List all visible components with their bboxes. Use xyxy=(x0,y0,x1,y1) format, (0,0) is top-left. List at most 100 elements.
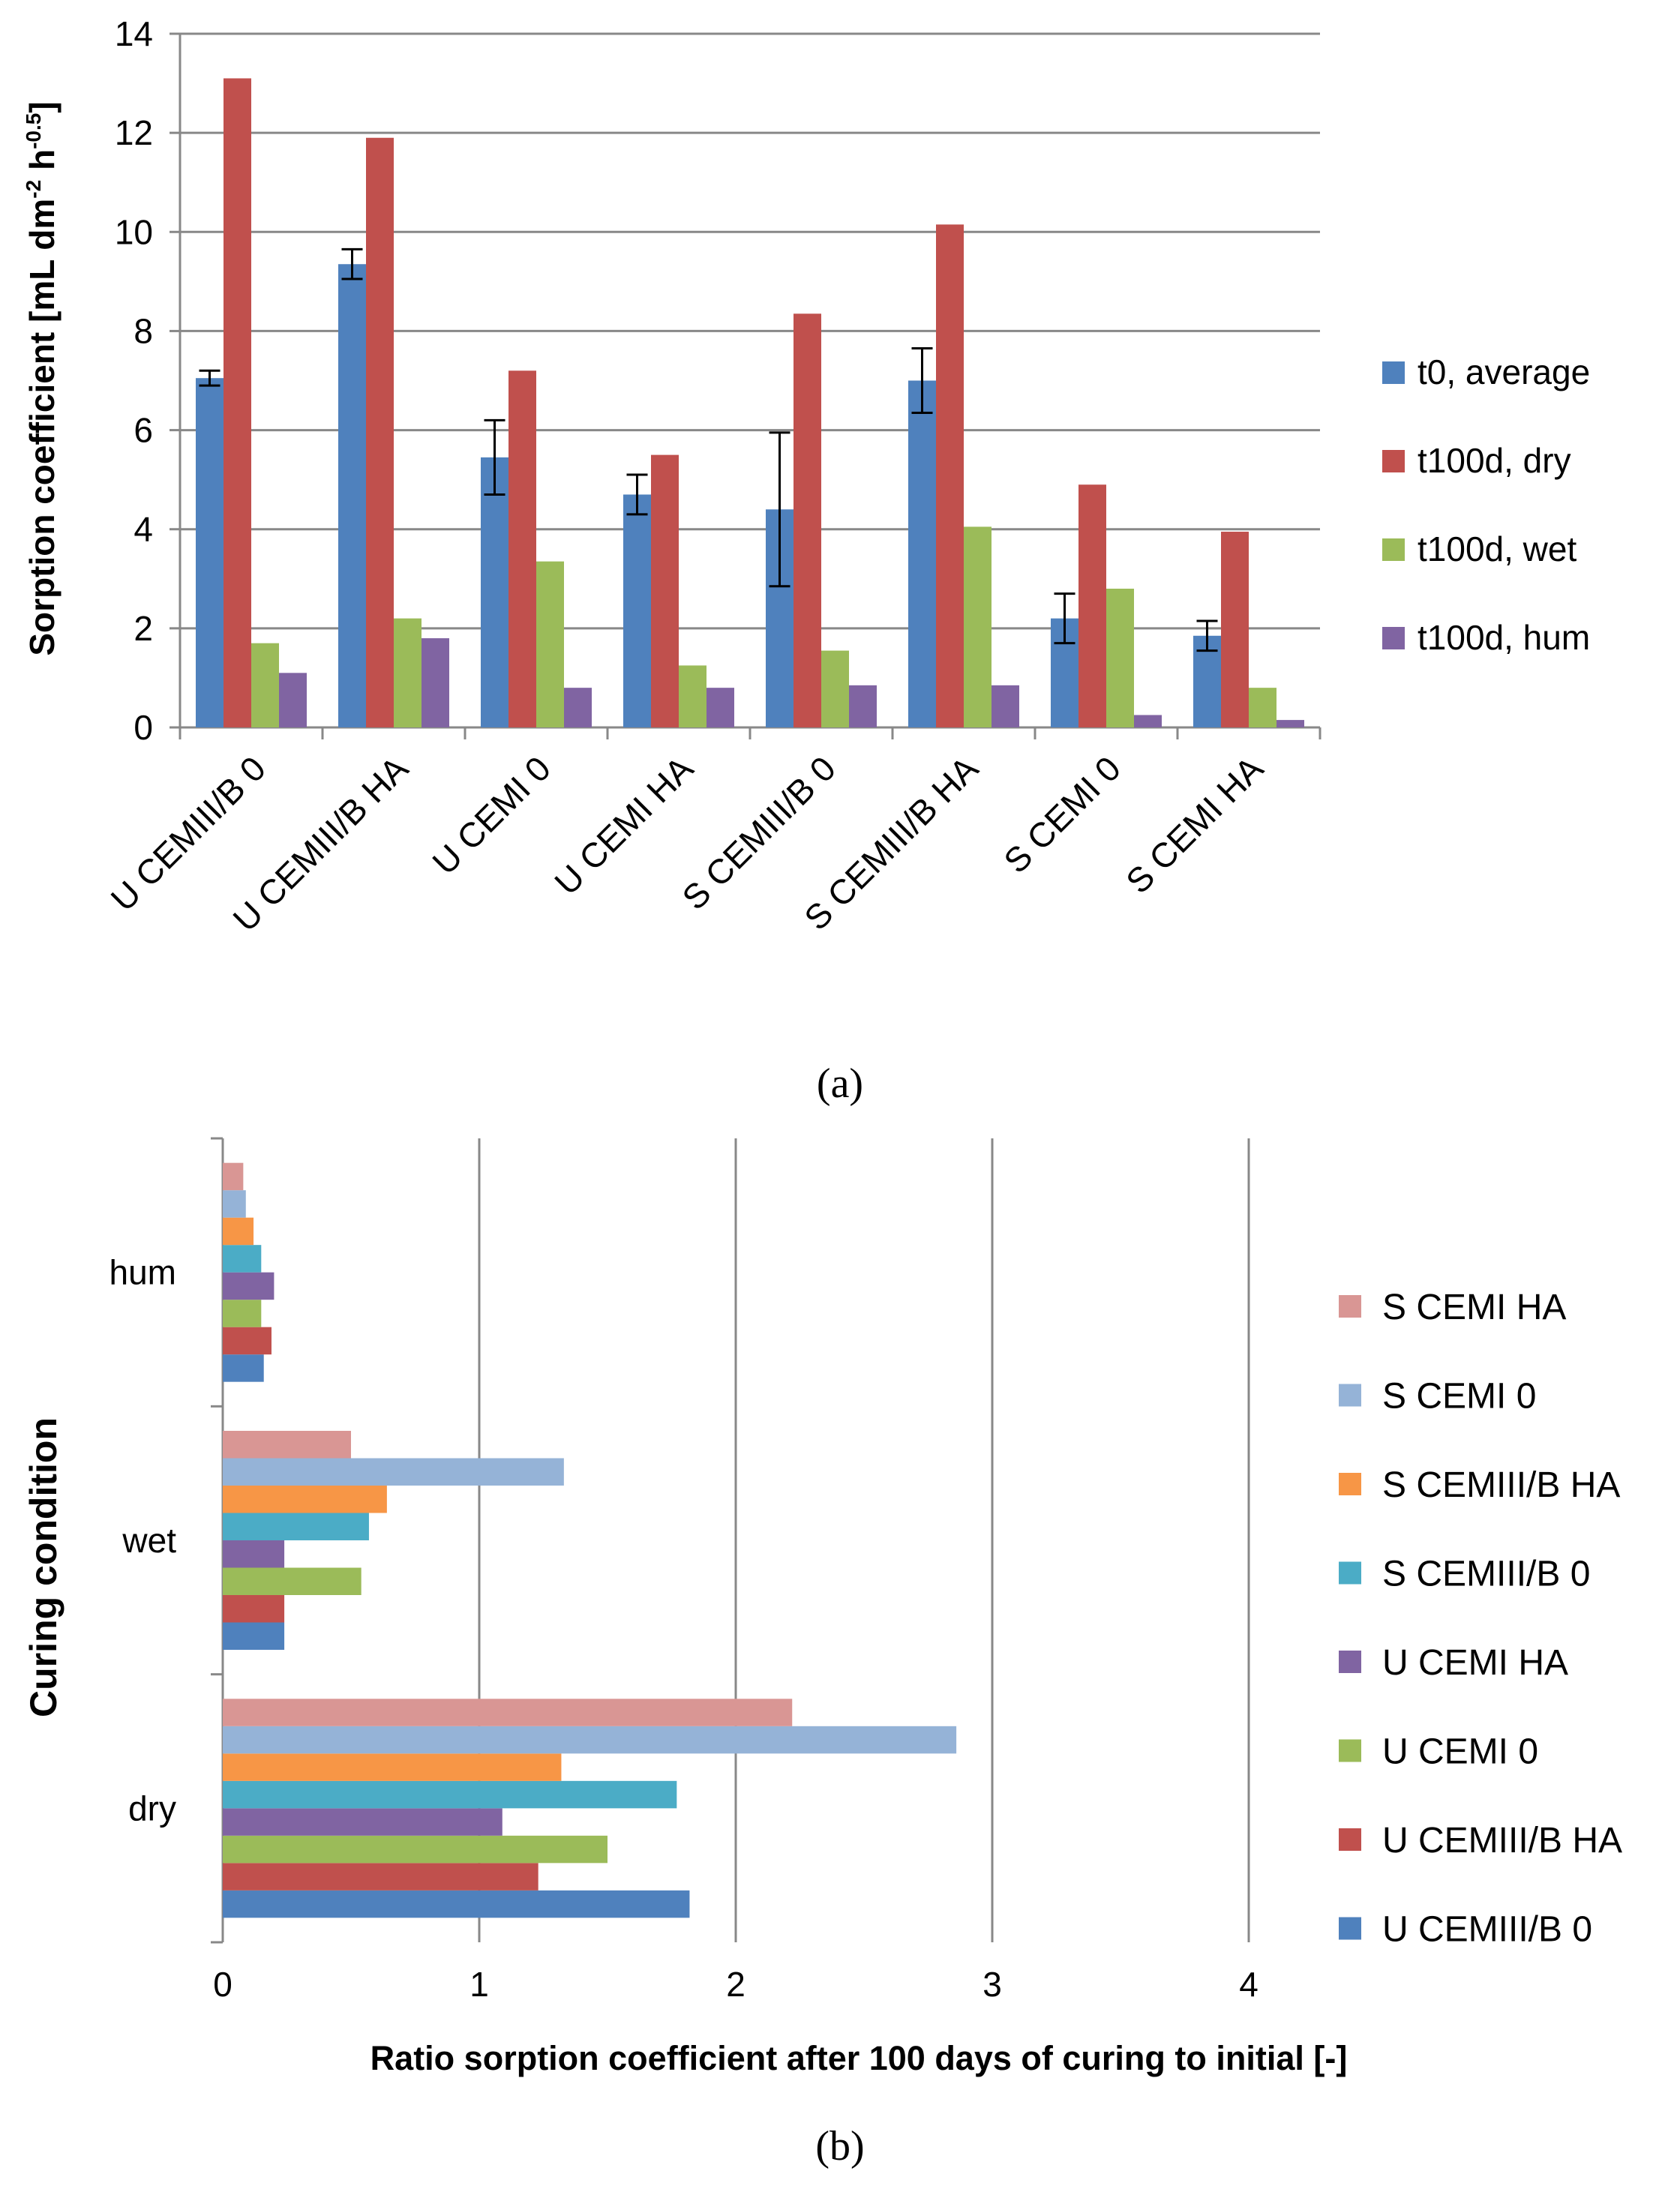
bar-dry-u-cemi-ha xyxy=(223,1808,502,1836)
bar-hum-s-cemi-0 xyxy=(223,1190,246,1218)
chart-b-x-tick-labels: 0 1 2 3 4 xyxy=(213,1965,1258,2004)
legend-swatch-u-cemi-0 xyxy=(1339,1739,1361,1762)
chart-a-y-tick-label: 8 xyxy=(134,311,153,350)
legend-label-s-cemiii-b-0: S CEMIII/B 0 xyxy=(1382,1555,1590,1594)
legend-swatch-s-cemiii-b-ha xyxy=(1339,1473,1361,1495)
chart-b-category-labels: dry wet hum xyxy=(110,1253,177,1828)
bar-hum-u-cemi-0 xyxy=(223,1300,262,1327)
bar-s-cemi-0-t100d-wet xyxy=(1106,589,1134,727)
bar-hum-s-cemiii-b-ha xyxy=(223,1217,254,1246)
bar-dry-u-cemi-0 xyxy=(223,1835,608,1864)
chart-b-x-tick-label: 4 xyxy=(1239,1965,1258,2004)
legend-label-u-cemi-0: U CEMI 0 xyxy=(1382,1732,1538,1772)
legend-label-s-cemi-ha: S CEMI HA xyxy=(1382,1288,1566,1327)
bar-s-cemiii-b-0-t100d-hum xyxy=(849,685,877,727)
chart-a-bars xyxy=(196,78,1304,727)
bar-wet-s-cemi-0 xyxy=(223,1458,564,1486)
category-label-s-cemi-ha: S CEMI HA xyxy=(1118,748,1270,901)
chart-a-y-axis-title-main: Sorption coefficient [mL dm xyxy=(22,199,62,656)
chart-b-x-tick-label: 1 xyxy=(470,1965,489,2004)
legend-swatch-s-cemi-ha xyxy=(1339,1295,1361,1318)
category-label-u-cemi-ha: U CEMI HA xyxy=(547,748,700,902)
legend-label-u-cemi-ha: U CEMI HA xyxy=(1382,1643,1568,1683)
bar-u-cemi-ha-t100d-wet xyxy=(679,665,706,727)
bar-u-cemiii-b-ha-t100d-dry xyxy=(366,137,394,727)
chart-a-y-axis-title-end: ] xyxy=(22,101,62,112)
bar-hum-u-cemiii-b-ha xyxy=(223,1327,272,1355)
chart-a-y-tick-label: 10 xyxy=(115,212,153,251)
bar-wet-u-cemi-ha xyxy=(223,1540,285,1568)
bar-u-cemi-0-t100d-dry xyxy=(508,370,536,727)
bar-s-cemiii-b-ha-t0-average xyxy=(908,380,936,727)
legend-swatch-t0-average xyxy=(1382,361,1405,384)
category-label-dry: dry xyxy=(128,1789,176,1828)
bar-dry-s-cemiii-b-0 xyxy=(223,1780,677,1809)
chart-a-y-tick-label: 0 xyxy=(134,708,153,747)
bar-dry-u-cemiii-b-ha xyxy=(223,1863,538,1891)
bar-u-cemiii-b-ha-t100d-hum xyxy=(422,638,449,727)
bar-u-cemiii-b-0-t100d-wet xyxy=(251,643,279,727)
chart-b-x-tick-label: 3 xyxy=(982,1965,1002,2004)
chart-a-y-axis-title: Sorption coefficient [mL dm-2 h-0.5] xyxy=(22,101,62,655)
bar-s-cemi-0-t100d-hum xyxy=(1134,715,1162,727)
chart-b-x-tick-label: 0 xyxy=(213,1965,232,2004)
chart-a-category-labels: U CEMIII/B 0U CEMIII/B HA U CEMI 0U CEMI … xyxy=(104,748,1271,939)
bar-dry-s-cemi-0 xyxy=(223,1726,957,1754)
bar-dry-s-cemiii-b-ha xyxy=(223,1753,562,1781)
legend-swatch-s-cemi-0 xyxy=(1339,1384,1361,1407)
chart-a-y-tick-label: 14 xyxy=(115,14,153,53)
legend-swatch-u-cemi-ha xyxy=(1339,1651,1361,1673)
bar-dry-s-cemi-ha xyxy=(223,1699,793,1726)
legend-label-s-cemi-0: S CEMI 0 xyxy=(1382,1377,1536,1417)
chart-b-x-tick-label: 2 xyxy=(726,1965,746,2004)
chart-a-y-axis-title-sup1: -2 xyxy=(22,180,45,199)
bar-s-cemiii-b-0-t100d-wet xyxy=(821,650,849,727)
chart-a-y-tick-labels: 0 2 4 6 8 10 12 14 xyxy=(115,14,153,747)
legend-swatch-u-cemiii-b-0 xyxy=(1339,1917,1361,1940)
legend-label-t100d-dry: t100d, dry xyxy=(1418,441,1571,480)
bar-hum-u-cemiii-b-0 xyxy=(223,1354,264,1382)
bar-u-cemi-ha-t100d-dry xyxy=(651,454,679,727)
category-label-s-cemi-0: S CEMI 0 xyxy=(996,748,1128,880)
category-label-u-cemi-0: U CEMI 0 xyxy=(424,748,558,882)
chart-b-bars xyxy=(223,1162,957,1918)
chart-a-y-axis-title-sup2: -0.5 xyxy=(22,113,45,149)
legend-swatch-t100d-dry xyxy=(1382,450,1405,472)
panel-b-label: (b) xyxy=(815,2123,864,2170)
legend-label-t100d-hum: t100d, hum xyxy=(1418,618,1590,657)
bar-wet-u-cemiii-b-0 xyxy=(223,1622,285,1650)
legend-label-u-cemiii-b-ha: U CEMIII/B HA xyxy=(1382,1821,1622,1861)
legend-label-t100d-wet: t100d, wet xyxy=(1418,529,1576,568)
bar-hum-u-cemi-ha xyxy=(223,1272,274,1300)
chart-a-error-bars xyxy=(199,247,1218,652)
bar-u-cemi-0-t0-average xyxy=(481,457,508,727)
legend-swatch-s-cemiii-b-0 xyxy=(1339,1561,1361,1585)
bar-u-cemiii-b-0-t100d-hum xyxy=(279,673,307,727)
bar-u-cemi-0-t100d-hum xyxy=(564,688,592,727)
bar-s-cemiii-b-0-t100d-dry xyxy=(794,313,821,727)
bar-u-cemiii-b-0-t100d-dry xyxy=(224,78,251,727)
chart-a-y-tick-label: 2 xyxy=(134,609,153,648)
chart-a-y-tick-label: 6 xyxy=(134,411,153,450)
chart-a-vertical-bars: 0 2 4 6 8 10 12 14 U CEMIII/B 0U CEMIII/B HA U C… xyxy=(22,14,1590,939)
bar-u-cemi-ha-t100d-hum xyxy=(706,688,734,727)
bar-wet-s-cemi-ha xyxy=(223,1431,351,1459)
chart-b-horizontal-bars: dry wet hum 0 1 2 3 4 Curing condition Ratio s… xyxy=(22,1137,1622,2077)
chart-a-y-tick-label: 12 xyxy=(115,113,153,152)
legend-label-s-cemiii-b-ha: S CEMIII/B HA xyxy=(1382,1465,1620,1505)
category-label-wet: wet xyxy=(122,1521,176,1560)
bar-wet-s-cemiii-b-0 xyxy=(223,1513,369,1540)
chart-a-legend: t0, average t100d, dry t100d, wet t100d, hu… xyxy=(1382,352,1590,657)
bar-s-cemi-ha-t100d-wet xyxy=(1249,688,1276,727)
chart-b-y-axis-title: Curing condition xyxy=(22,1417,64,1717)
bar-s-cemi-ha-t100d-dry xyxy=(1221,532,1249,727)
bar-u-cemiii-b-ha-t0-average xyxy=(338,264,366,727)
bar-s-cemiii-b-ha-t100d-dry xyxy=(936,224,964,727)
panel-a-label: (a) xyxy=(817,1060,863,1107)
legend-label-u-cemiii-b-0: U CEMIII/B 0 xyxy=(1382,1910,1592,1950)
legend-swatch-t100d-wet xyxy=(1382,538,1405,561)
bar-u-cemiii-b-0-t0-average xyxy=(196,378,224,727)
legend-label-t0-average: t0, average xyxy=(1418,352,1590,391)
chart-a-y-tick-label: 4 xyxy=(134,510,153,549)
chart-a-y-axis-title-mid: h xyxy=(22,149,62,180)
